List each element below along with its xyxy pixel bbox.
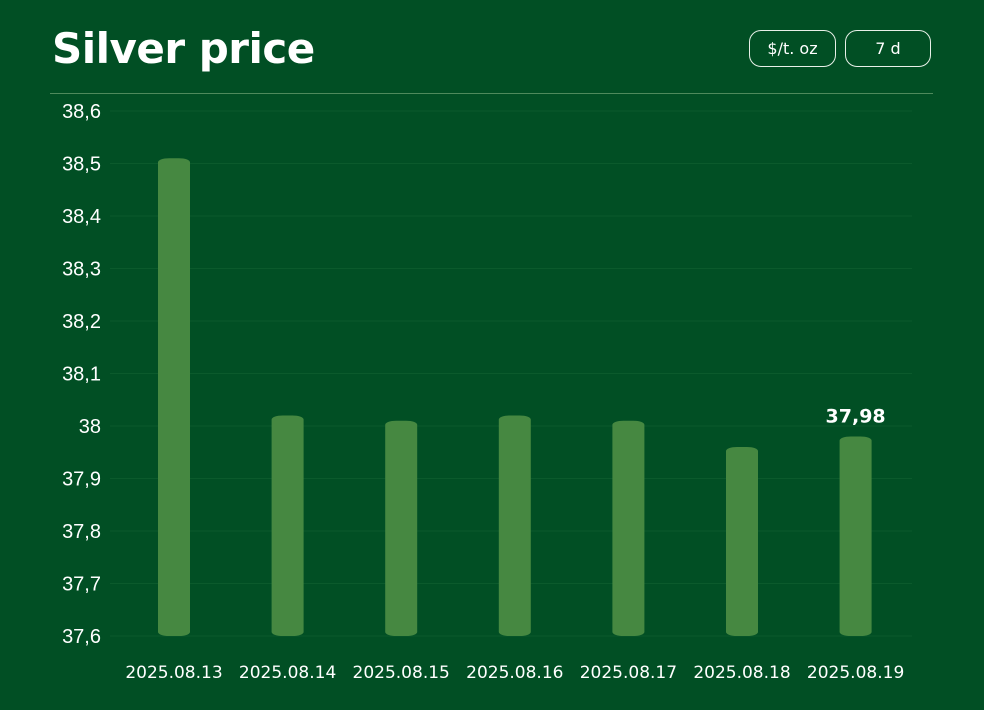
x-tick-label: 2025.08.13: [125, 663, 222, 683]
y-tick-label: 38,6: [62, 101, 101, 123]
y-tick-label: 38,4: [62, 206, 101, 228]
bar: [612, 420, 645, 636]
range-button[interactable]: 7 d: [845, 30, 931, 67]
x-tick-label: 2025.08.17: [580, 663, 677, 683]
x-tick-label: 2025.08.18: [693, 663, 790, 683]
header-divider: [50, 93, 933, 94]
y-tick-label: 38,2: [62, 311, 101, 333]
bar: [839, 436, 872, 636]
x-tick-label: 2025.08.19: [807, 663, 904, 683]
data-labels: 37,98: [826, 406, 886, 428]
bar: [498, 415, 531, 636]
y-tick-label: 37,9: [62, 469, 101, 491]
y-tick-label: 37,7: [62, 574, 101, 596]
bar: [271, 415, 304, 636]
y-tick-label: 38,3: [62, 259, 101, 281]
unit-button[interactable]: $/t. oz: [749, 30, 836, 67]
grid-lines: [110, 110, 912, 637]
y-axis-ticks: 38,6 38,5 38,4 38,3 38,2 38,1 38 37,9 37,8 37,7 37…: [62, 101, 101, 648]
y-tick-label: 38,1: [62, 364, 101, 386]
bar: [726, 447, 758, 636]
x-tick-label: 2025.08.15: [353, 663, 450, 683]
x-tick-label: 2025.08.14: [239, 663, 336, 683]
y-tick-label: 38: [79, 416, 101, 438]
y-tick-label: 37,6: [62, 626, 101, 648]
bar: [385, 420, 418, 636]
bars: [158, 158, 872, 636]
bar: [158, 158, 190, 636]
y-tick-label: 37,8: [62, 521, 101, 543]
data-label: 37,98: [826, 406, 886, 428]
y-tick-label: 38,5: [62, 154, 101, 176]
x-axis-ticks: 2025.08.13 2025.08.14 2025.08.15 2025.08.16…: [125, 663, 904, 683]
page-title: Silver price: [52, 24, 315, 73]
x-tick-label: 2025.08.16: [466, 663, 563, 683]
